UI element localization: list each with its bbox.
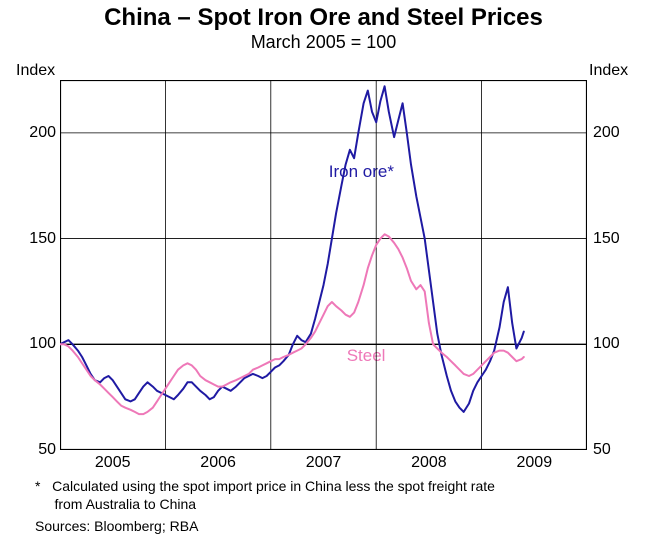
chart-title: China – Spot Iron Ore and Steel Prices	[0, 4, 647, 32]
x-tick-label: 2008	[411, 454, 447, 472]
chart-plot-area	[60, 80, 587, 450]
x-tick-label: 2009	[517, 454, 553, 472]
y-tick-right: 50	[593, 441, 611, 459]
footnote-line1: Calculated using the spot import price i…	[52, 478, 495, 494]
chart-footnote: * Calculated using the spot import price…	[35, 478, 495, 513]
chart-subtitle: March 2005 = 100	[0, 32, 647, 53]
y-tick-left: 150	[10, 230, 56, 248]
footnote-marker: *	[35, 478, 40, 494]
y-tick-left: 200	[10, 124, 56, 142]
x-tick-label: 2007	[306, 454, 342, 472]
x-tick-label: 2005	[95, 454, 131, 472]
chart-sources: Sources: Bloomberg; RBA	[35, 518, 198, 534]
y-tick-left: 100	[10, 335, 56, 353]
y-axis-label-right: Index	[589, 62, 628, 80]
footnote-line2: from Australia to China	[54, 496, 196, 512]
x-tick-label: 2006	[200, 454, 236, 472]
y-tick-right: 150	[593, 230, 620, 248]
y-tick-left: 50	[10, 441, 56, 459]
chart-page: { "title": "China – Spot Iron Ore and St…	[0, 0, 647, 543]
y-tick-right: 100	[593, 335, 620, 353]
y-axis-label-left: Index	[16, 62, 55, 80]
y-tick-right: 200	[593, 124, 620, 142]
